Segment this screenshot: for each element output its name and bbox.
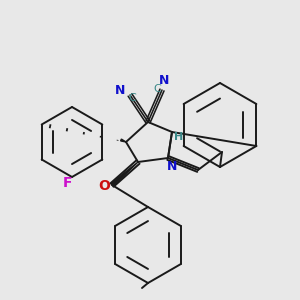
Text: O: O xyxy=(98,179,110,193)
Polygon shape xyxy=(121,139,126,142)
Text: F: F xyxy=(62,176,72,190)
Polygon shape xyxy=(111,162,138,186)
Text: C: C xyxy=(128,93,136,103)
Text: N: N xyxy=(115,83,125,97)
Text: N: N xyxy=(167,160,177,172)
Text: C: C xyxy=(153,84,161,94)
Text: N: N xyxy=(159,74,169,88)
Text: H: H xyxy=(174,132,184,142)
